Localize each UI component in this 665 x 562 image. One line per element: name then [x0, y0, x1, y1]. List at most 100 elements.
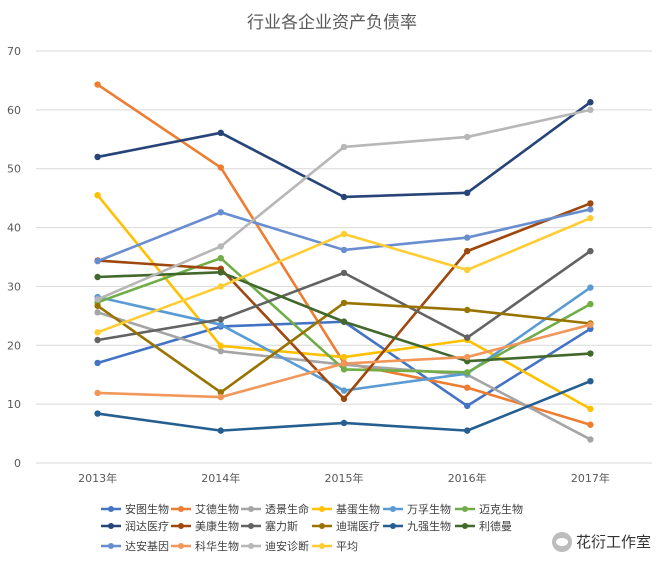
x-tick-label: 2014年	[201, 471, 240, 485]
data-point	[587, 200, 594, 207]
data-point	[587, 405, 594, 413]
data-point	[587, 214, 594, 222]
legend-label: 万孚生物	[407, 502, 451, 516]
legend-label: 塞力斯	[265, 519, 298, 533]
legend-swatch-marker	[108, 506, 114, 512]
data-point	[340, 360, 348, 367]
data-point	[94, 302, 101, 310]
data-point	[217, 347, 224, 355]
y-tick-label: 70	[7, 45, 21, 58]
legend-swatch-marker	[462, 523, 468, 529]
legend-swatch-marker	[108, 543, 114, 549]
y-tick-label: 50	[7, 163, 21, 176]
data-point	[340, 353, 348, 361]
data-point	[464, 353, 471, 361]
data-point	[464, 133, 471, 141]
data-point	[217, 209, 224, 216]
data-point	[340, 269, 348, 277]
data-point	[464, 427, 471, 434]
legend-item: 利德曼	[455, 519, 512, 533]
legend-swatch-marker	[248, 523, 254, 529]
series-lines	[94, 81, 594, 443]
legend-swatch-marker	[178, 543, 184, 549]
series-13	[94, 206, 594, 265]
data-point	[94, 389, 101, 397]
data-point	[464, 234, 471, 241]
legend-swatch-marker	[178, 523, 184, 529]
y-tick-label: 0	[14, 457, 21, 470]
y-tick-label: 40	[7, 222, 21, 235]
legend-swatch-marker	[178, 506, 184, 512]
data-point	[217, 164, 224, 171]
legend-swatch-marker	[319, 543, 325, 549]
data-point	[217, 316, 224, 323]
data-point	[587, 247, 594, 255]
data-point	[94, 257, 101, 265]
wechat-icon	[551, 531, 572, 552]
legend-swatch-marker	[390, 523, 396, 529]
series-14	[94, 321, 594, 401]
data-point	[464, 306, 471, 314]
legend-swatch-marker	[319, 506, 325, 512]
legend-item: 迪安诊断	[241, 539, 309, 553]
x-tick-label: 2016年	[448, 471, 487, 485]
legend-item: 达安基因	[101, 539, 169, 553]
legend-item: 润达医疗	[101, 519, 169, 533]
legend-item: 科华生物	[171, 539, 239, 553]
data-point	[94, 336, 101, 344]
data-point	[587, 421, 594, 428]
data-point	[587, 321, 594, 328]
series-7	[94, 99, 594, 201]
data-point	[340, 387, 348, 394]
legend-item: 九强生物	[383, 519, 451, 533]
legend-item: 万孚生物	[383, 502, 451, 516]
data-point	[217, 342, 224, 350]
legend-label: 美康生物	[195, 519, 239, 533]
data-point	[587, 300, 594, 308]
data-point	[464, 402, 471, 410]
y-tick-label: 60	[7, 104, 21, 117]
data-point	[587, 284, 594, 291]
y-tick-label: 30	[7, 280, 21, 293]
legend-swatch-marker	[248, 506, 254, 512]
data-point	[340, 419, 348, 427]
legend-item: 塞力斯	[241, 519, 298, 533]
series-16	[94, 214, 594, 336]
watermark-text: 花衍工作室	[575, 533, 651, 551]
data-point	[217, 269, 224, 276]
data-point	[217, 393, 224, 401]
legend-item: 艾德生物	[171, 502, 239, 516]
legend-label: 达安基因	[125, 539, 169, 553]
legend-item: 透景生命	[241, 502, 309, 516]
data-point	[94, 153, 101, 161]
series-4	[94, 192, 594, 413]
legend-label: 透景生命	[265, 502, 309, 516]
data-point	[94, 359, 101, 367]
data-point	[587, 106, 594, 114]
data-point	[587, 377, 594, 385]
legend-item: 安图生物	[101, 502, 169, 516]
data-point	[464, 247, 471, 255]
data-point	[94, 329, 101, 336]
data-point	[94, 309, 101, 316]
data-point	[340, 318, 348, 325]
series-12	[94, 269, 594, 365]
chart-title: 行业各企业资产负债率	[247, 13, 417, 33]
x-tick-label: 2017年	[571, 471, 610, 485]
series-15	[94, 106, 594, 303]
legend-label: 迪瑞医疗	[336, 519, 380, 533]
data-point	[464, 189, 471, 197]
legend-label: 润达医疗	[125, 519, 169, 533]
data-point	[217, 389, 224, 396]
data-point	[94, 273, 101, 281]
x-tick-label: 2015年	[325, 471, 364, 485]
data-point	[340, 299, 348, 307]
data-point	[217, 427, 224, 434]
data-point	[464, 384, 471, 391]
data-point	[464, 334, 471, 341]
series-11	[94, 377, 594, 434]
data-point	[464, 266, 471, 274]
y-tick-label: 10	[7, 398, 21, 411]
data-point	[587, 99, 594, 106]
